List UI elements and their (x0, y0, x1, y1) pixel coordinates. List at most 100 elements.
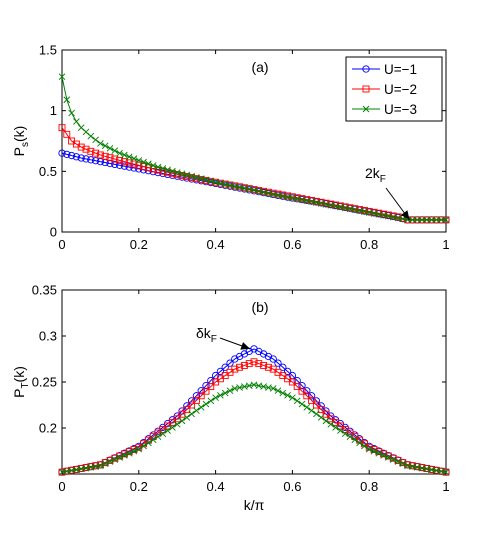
data-point (231, 365, 239, 373)
x-tick-label: 0.2 (130, 237, 148, 252)
data-point (279, 363, 287, 371)
data-point (312, 401, 320, 409)
data-point (192, 396, 200, 404)
data-point (58, 73, 66, 81)
data-point (197, 175, 205, 182)
data-point (293, 383, 301, 391)
data-point (322, 417, 330, 425)
data-point (193, 174, 200, 181)
data-point (317, 406, 325, 414)
data-point (442, 216, 450, 224)
data-point (202, 400, 210, 408)
data-point (269, 355, 277, 363)
y-tick-label: 0.3 (39, 329, 57, 344)
data-point (101, 152, 109, 160)
data-point (111, 160, 119, 169)
data-point (173, 169, 181, 176)
data-point (87, 132, 95, 140)
data-point (269, 385, 277, 392)
y-tick-label: 1.5 (39, 43, 57, 58)
data-point (178, 410, 186, 418)
data-point (221, 389, 229, 397)
data-point (154, 429, 162, 437)
data-point (183, 406, 191, 414)
data-point (140, 158, 147, 166)
data-point (159, 165, 167, 172)
data-point (92, 136, 99, 144)
data-point (409, 216, 416, 224)
data-point (332, 424, 339, 431)
data-point (87, 147, 95, 155)
data-point (442, 468, 450, 476)
data-point (135, 157, 143, 164)
data-point (250, 358, 258, 366)
data-point (283, 367, 292, 376)
x-tick-label: 0.8 (360, 479, 378, 494)
data-point (298, 400, 306, 408)
data-point (140, 442, 147, 450)
panel-label: (b) (251, 299, 268, 315)
data-point (116, 156, 124, 164)
data-point (389, 456, 397, 463)
data-point (159, 426, 167, 433)
data-point (317, 414, 325, 421)
chart-panel-a: 0 0.2 0.4 0.6 0.8 100.511.5Ps(k)(a)2kFU=−1U=−… (11, 43, 450, 252)
data-point (303, 387, 311, 395)
data-point (154, 433, 162, 441)
data-point (130, 160, 138, 168)
data-point (168, 169, 176, 177)
data-point (164, 166, 171, 174)
data-point (303, 392, 311, 400)
x-tick-label: 1 (442, 479, 449, 494)
x-tick-label: 0.2 (130, 479, 148, 494)
data-point (279, 389, 287, 397)
data-point (135, 161, 143, 169)
data-point (351, 436, 359, 444)
y-tick-label: 0 (50, 225, 57, 240)
data-point (121, 452, 128, 459)
data-point (413, 216, 421, 224)
data-point (115, 161, 124, 169)
data-point (164, 427, 171, 434)
data-point (341, 430, 349, 437)
data-point (313, 410, 320, 418)
data-point (399, 460, 407, 467)
data-point (125, 153, 133, 161)
data-point (307, 392, 316, 400)
x-tick-label: 0.6 (283, 479, 301, 494)
data-point (226, 387, 234, 395)
data-point (140, 163, 148, 170)
data-point (125, 159, 133, 167)
data-point (169, 424, 176, 431)
data-point (308, 396, 316, 404)
data-point (240, 361, 248, 369)
legend-marker (362, 65, 370, 73)
data-point (217, 392, 224, 399)
series-3 (58, 381, 450, 476)
data-point (120, 158, 128, 166)
data-point (97, 462, 104, 470)
data-point (212, 394, 219, 401)
data-point (187, 397, 196, 405)
data-point (125, 449, 133, 457)
data-point (207, 397, 215, 405)
data-point (58, 149, 66, 157)
series-2 (58, 124, 450, 224)
data-point (145, 439, 152, 447)
data-point (346, 429, 354, 437)
data-point (298, 382, 306, 390)
data-point (327, 421, 335, 428)
data-point (58, 124, 66, 132)
data-point (97, 140, 104, 147)
data-point (404, 216, 411, 224)
data-point (188, 174, 196, 182)
series-3 (58, 73, 450, 224)
data-point (68, 109, 75, 117)
data-point (111, 456, 119, 463)
data-point (365, 445, 373, 453)
data-point (346, 433, 354, 441)
data-point (293, 397, 301, 405)
annotation-arrowhead (240, 342, 251, 350)
data-point (63, 96, 71, 104)
